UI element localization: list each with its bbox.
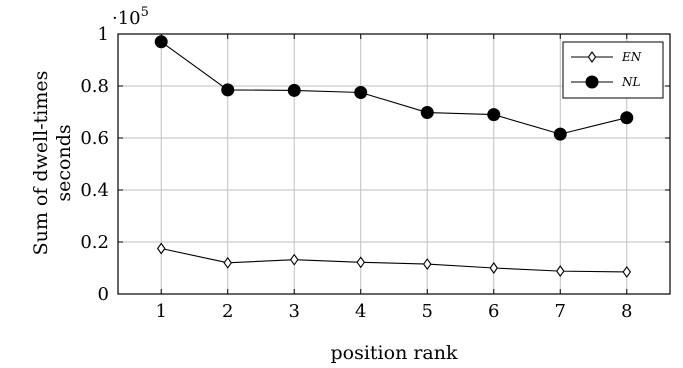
series-en xyxy=(156,242,632,278)
legend-box xyxy=(562,41,664,99)
x-axis-label: position rank xyxy=(330,342,458,364)
y-tick-label: 0.8 xyxy=(80,76,109,97)
y-multiplier: ·105 xyxy=(112,5,149,29)
data-point-en xyxy=(156,242,166,255)
y-tick-label: 0.4 xyxy=(80,180,109,201)
data-point-nl xyxy=(553,127,567,141)
y-multiplier-exponent: 5 xyxy=(141,5,149,20)
data-point-nl xyxy=(154,35,168,49)
data-point-en xyxy=(555,265,565,278)
data-point-en xyxy=(422,258,432,271)
legend-marker-en xyxy=(587,51,597,63)
x-tick-label: 5 xyxy=(422,301,433,322)
series-line-en xyxy=(161,247,627,273)
data-point-en xyxy=(356,256,366,269)
x-tick-label: 2 xyxy=(222,301,233,322)
legend-label-nl: NL xyxy=(621,75,641,89)
data-point-nl xyxy=(287,83,301,97)
axis-ticks: 1 2 3 4 5 6 7 8 0 0.2 0.4 0.6 0.8 1 xyxy=(80,24,670,322)
series-nl xyxy=(154,35,634,141)
data-point-nl xyxy=(620,111,634,125)
x-tick-label: 6 xyxy=(488,301,499,322)
data-point-nl xyxy=(487,108,501,122)
y-axis-label-line-2: seconds xyxy=(53,124,75,201)
series-layer xyxy=(154,35,634,278)
data-point-nl xyxy=(221,83,235,97)
y-tick-label: 0 xyxy=(98,284,109,305)
data-point-en xyxy=(223,256,233,269)
data-point-en xyxy=(289,253,299,266)
data-point-en xyxy=(622,265,632,278)
x-tick-label: 7 xyxy=(555,301,566,322)
legend: EN NL xyxy=(562,41,664,99)
y-tick-label: 0.6 xyxy=(80,128,109,149)
y-axis-label-line-1: Sum of dwell-times xyxy=(30,71,52,256)
y-tick-label: 0.2 xyxy=(80,232,109,253)
x-tick-label: 4 xyxy=(355,301,366,322)
y-tick-label: 1 xyxy=(98,24,109,45)
data-point-nl xyxy=(420,106,434,120)
legend-label-en: EN xyxy=(621,50,642,64)
data-point-en xyxy=(489,262,499,274)
x-tick-label: 3 xyxy=(289,301,300,322)
plot-frame xyxy=(117,33,671,295)
legend-marker-nl xyxy=(585,75,599,89)
data-point-nl xyxy=(354,86,368,99)
x-tick-label: 1 xyxy=(156,301,167,322)
series-line-nl xyxy=(160,41,627,135)
y-multiplier-base: ·10 xyxy=(112,8,141,29)
x-tick-label: 8 xyxy=(621,301,632,322)
